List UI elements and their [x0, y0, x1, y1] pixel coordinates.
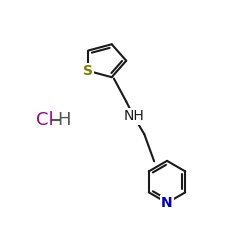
Text: NH: NH — [123, 109, 144, 123]
Text: Cl: Cl — [36, 111, 54, 129]
Text: S: S — [83, 64, 93, 78]
Text: N: N — [161, 196, 173, 210]
Text: H: H — [58, 111, 71, 129]
